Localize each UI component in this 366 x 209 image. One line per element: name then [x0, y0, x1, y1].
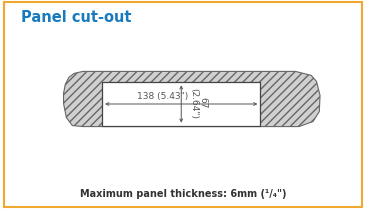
Bar [102, 82, 260, 126]
Text: Panel cut-out: Panel cut-out [21, 10, 132, 25]
Polygon shape [64, 71, 320, 127]
Text: 138 (5.43"): 138 (5.43") [137, 92, 188, 101]
Text: 67
(2.64"): 67 (2.64") [189, 88, 208, 119]
Text: Maximum panel thickness: 6mm (¹/₄"): Maximum panel thickness: 6mm (¹/₄") [80, 189, 286, 199]
